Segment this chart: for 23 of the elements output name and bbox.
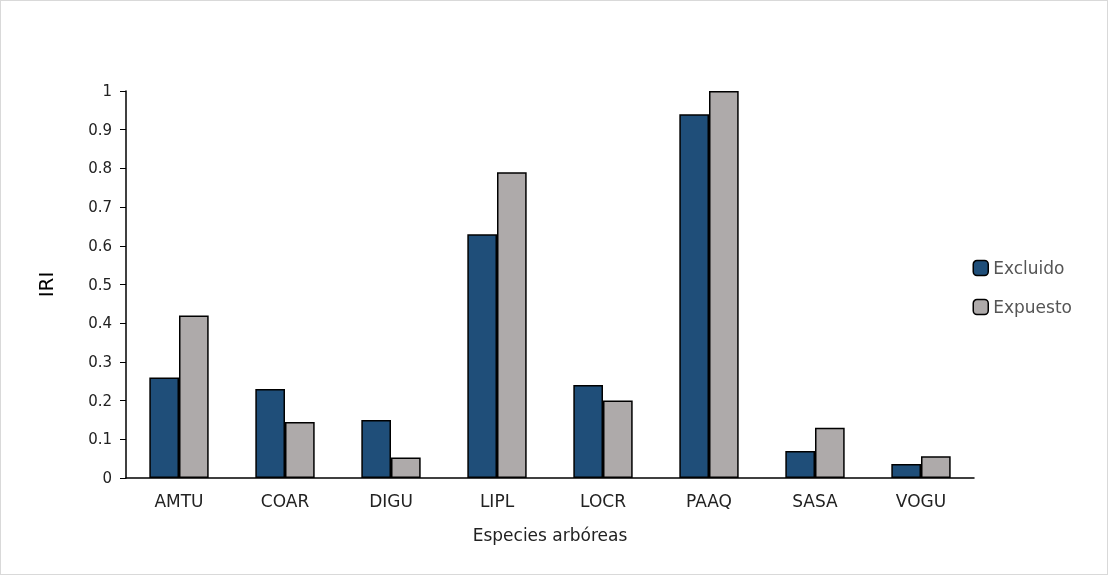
y-tick-label: 0.9 <box>88 120 112 139</box>
y-tick-label: 0.4 <box>88 314 112 333</box>
x-tick-label: COAR <box>260 490 310 511</box>
x-tick-label: LIPL <box>479 490 515 511</box>
y-tick-label: 0.6 <box>88 236 112 255</box>
y-tick-label: 0.7 <box>88 198 112 217</box>
x-tick-label: VOGU <box>895 490 947 511</box>
x-tick-label: DIGU <box>369 490 413 511</box>
y-tick-label: 0.8 <box>88 159 112 178</box>
x-tick-label: LOCR <box>580 490 627 511</box>
x-axis-title: Especies arbóreas <box>472 524 628 545</box>
y-tick-label: 0.2 <box>88 391 112 410</box>
x-tick-label: AMTU <box>154 490 204 511</box>
legend-label: Expuesto <box>993 297 1072 317</box>
x-tick-label: PAAQ <box>686 490 732 511</box>
y-tick-label: 0 <box>102 469 112 487</box>
y-tick-label: 0.1 <box>88 430 112 449</box>
y-tick-label: 0.3 <box>88 352 112 371</box>
legend-label: Excluido <box>993 258 1065 278</box>
y-tick-label: 1 <box>102 82 112 100</box>
x-tick-label: SASA <box>792 490 839 511</box>
y-axis-title: IRI <box>34 271 58 298</box>
y-tick-label: 0.5 <box>88 275 112 294</box>
